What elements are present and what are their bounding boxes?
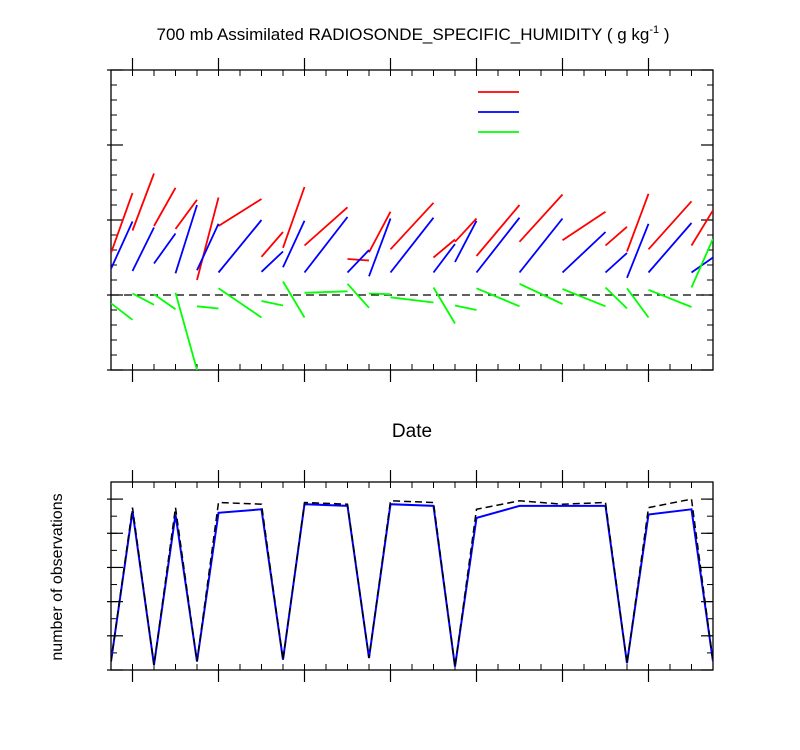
chart-title: 700 mb Assimilated RADIOSONDE_SPECIFIC_H… [156,24,669,44]
series-line [111,498,713,667]
series-segment [690,209,713,246]
series-segment [518,193,564,243]
series-segment [260,250,284,273]
series-segment [562,210,606,242]
series-segment [432,287,456,324]
series-segment [153,232,177,265]
legend [478,91,519,133]
series-segment [196,305,219,310]
series-segment [432,243,456,274]
series-segment [368,211,392,253]
series-segment [626,193,650,252]
series-bias-o-f- [111,238,713,370]
series-segment [368,218,392,277]
series-segment [454,217,478,243]
series-segment [432,238,456,259]
series-segment [217,287,263,319]
series-segment [389,202,435,250]
top-x-axis-label: Date [392,421,432,442]
top-panel [107,58,714,382]
series-segment [153,293,177,311]
series-segment [282,186,306,249]
series-segment [368,292,391,296]
bottom-y-axis-label: number of observations [49,493,66,660]
series-segment [218,198,262,227]
series-sprd-ob-error [111,204,713,279]
series-segment [303,216,349,274]
series-segment [519,282,563,305]
series-segment [217,219,263,274]
series-segment [347,258,370,262]
series-segment [282,281,306,318]
series-segment [282,220,306,268]
series-segment [690,238,713,288]
series-segment [174,199,198,230]
series-segment [604,252,628,274]
series-segment [454,304,477,311]
series-segment [174,204,198,274]
series-segment [518,217,564,274]
series-segment [390,296,434,304]
bottom-panel [107,470,714,682]
series-segment [476,287,520,308]
series-segment [647,200,693,250]
series-segment [648,288,692,308]
series-segment [261,300,284,307]
series-segment [131,173,155,231]
series-segment [111,221,134,270]
series-segment [132,292,155,306]
series-segment [562,288,606,308]
series-segment [475,217,521,274]
plot-frame [110,481,714,671]
series-segment [389,217,435,274]
series-segment [647,222,693,274]
series-assimilated [111,503,713,667]
series-segment [626,223,650,279]
series-segment [626,287,650,319]
series-segment [303,206,349,247]
series-segment [475,204,521,257]
series-total [111,498,713,667]
series-line [111,503,713,667]
series-segment [454,220,478,263]
plot-frame [110,69,714,371]
series-segment [196,223,220,271]
title-units-exponent: -1 [649,24,659,36]
series-segment [561,231,607,274]
series-segment [604,286,628,310]
series-segment [131,227,155,272]
series-segment [304,290,348,294]
series-segment [174,292,198,370]
series-segment [346,283,370,309]
series-segment [346,249,370,274]
series-segment [604,226,628,247]
series-segment [196,197,220,281]
series-segment [111,192,134,254]
series-segment [153,187,177,227]
series-rmse [111,173,713,281]
series-segment [260,231,284,258]
series-segment [111,302,134,321]
